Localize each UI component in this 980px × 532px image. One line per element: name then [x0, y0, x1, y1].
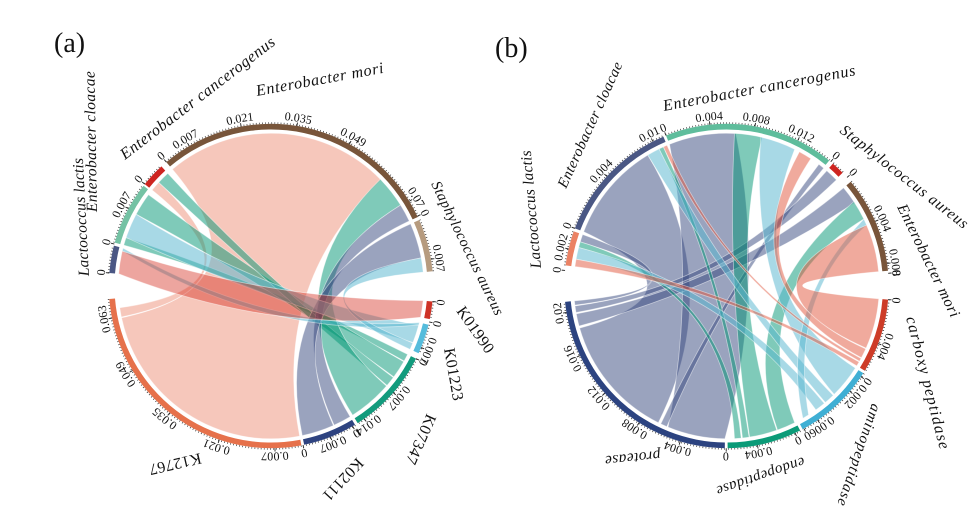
svg-text:0: 0 [433, 299, 448, 306]
svg-text:0.007: 0.007 [430, 243, 448, 272]
svg-text:0: 0 [300, 446, 309, 461]
svg-text:0: 0 [889, 269, 903, 276]
svg-text:0.002: 0.002 [551, 232, 571, 262]
svg-text:0.008: 0.008 [742, 109, 772, 128]
svg-text:0: 0 [658, 120, 669, 135]
svg-text:0: 0 [99, 237, 114, 246]
svg-text:0: 0 [793, 433, 804, 448]
svg-text:0: 0 [889, 297, 903, 304]
svg-text:0.007: 0.007 [261, 449, 289, 464]
svg-text:0: 0 [94, 269, 108, 276]
svg-text:(a): (a) [54, 28, 85, 59]
svg-text:Lactococcus lactis: Lactococcus lactis [70, 157, 93, 277]
svg-text:0.02: 0.02 [550, 302, 567, 325]
svg-text:0.004: 0.004 [694, 109, 723, 126]
svg-text:0: 0 [802, 428, 814, 443]
svg-text:0: 0 [417, 207, 432, 218]
svg-text:0: 0 [550, 266, 565, 273]
svg-text:Enterobacter cloacae: Enterobacter cloacae [82, 71, 101, 214]
svg-text:0: 0 [416, 357, 431, 369]
svg-text:0: 0 [723, 449, 729, 463]
svg-text:0.008: 0.008 [886, 248, 904, 277]
svg-text:protease: protease [604, 446, 662, 469]
svg-text:0: 0 [559, 220, 574, 231]
svg-text:0.035: 0.035 [284, 109, 313, 127]
svg-text:(b): (b) [495, 33, 528, 64]
svg-text:0: 0 [430, 319, 445, 328]
